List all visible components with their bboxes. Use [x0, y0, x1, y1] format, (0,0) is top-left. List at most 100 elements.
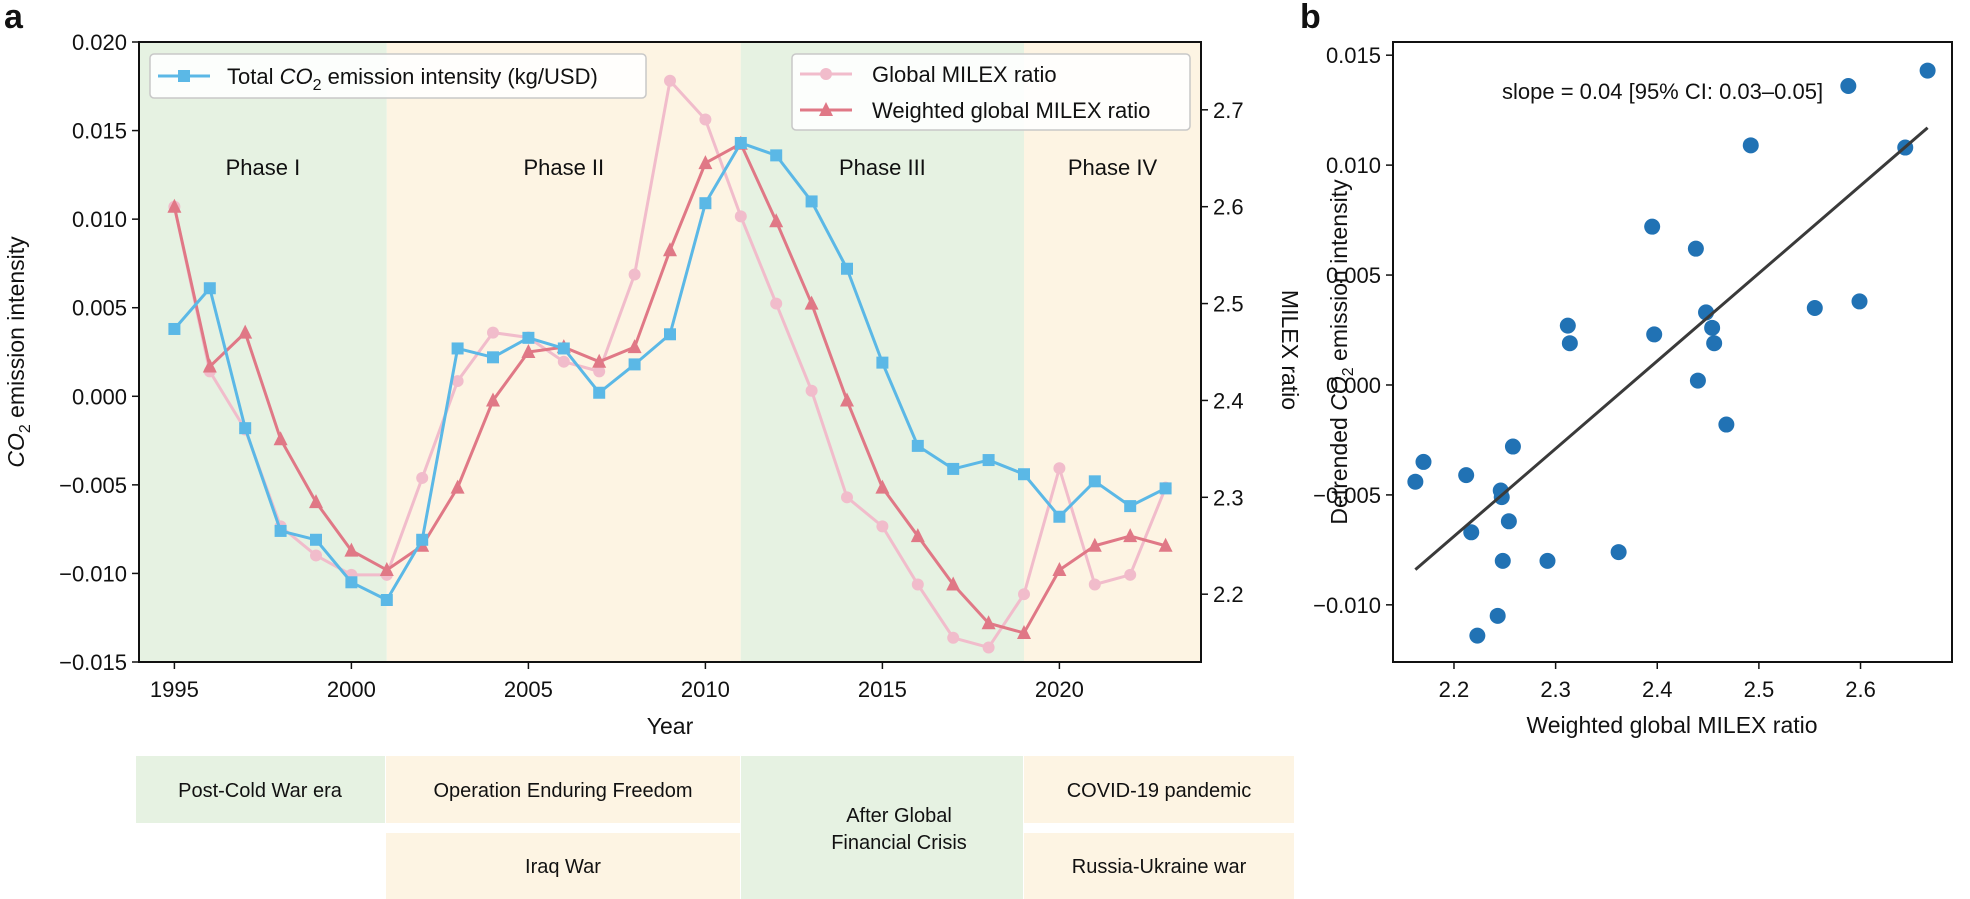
left-tick-label: 0.015 — [72, 119, 127, 144]
weighted-milex-series-point — [202, 358, 217, 373]
right-tick-label: 2.4 — [1213, 388, 1244, 413]
weighted-milex-series-point — [273, 431, 288, 446]
panel-b-y-axis-label: Detrended CO2 emission intensity — [1326, 179, 1357, 525]
right-tick-label: 2.5 — [1213, 292, 1244, 317]
panel-a-x-ticks: 1995 2000 2005 2010 2015 2020 — [150, 662, 1084, 702]
legend-weighted-label: Weighted global MILEX ratio — [872, 98, 1150, 123]
weighted-milex-series-point — [486, 392, 500, 407]
scatter-point — [1851, 293, 1868, 310]
b-y-tick-label: −0.005 — [1313, 483, 1381, 508]
weighted-milex-series-point — [769, 213, 784, 228]
scatter-points — [1407, 62, 1936, 644]
x-tick-label: 2015 — [858, 677, 907, 702]
co2-series-point — [1088, 475, 1101, 488]
panel-a-right-ticks: 2.7 2.6 2.5 2.4 2.3 2.2 — [1201, 98, 1244, 607]
b-x-tick-label: 2.2 — [1439, 677, 1470, 702]
scatter-point — [1500, 513, 1517, 530]
left-tick-label: 0.010 — [72, 207, 127, 232]
right-tick-label: 2.7 — [1213, 98, 1244, 123]
panel-b-x-axis-label: Weighted global MILEX ratio — [1526, 712, 1817, 738]
x-tick-label: 2020 — [1035, 677, 1084, 702]
phase-label-2: Phase II — [523, 155, 604, 180]
scatter-point — [1610, 544, 1627, 561]
weighted-milex-series-point — [309, 494, 323, 509]
weighted-milex-series-point — [592, 353, 607, 368]
co2-series-point — [876, 356, 889, 369]
milex-series-point — [982, 641, 995, 654]
x-tick-label: 2010 — [681, 677, 730, 702]
b-x-tick-label: 2.3 — [1540, 677, 1571, 702]
panel-a-chart: 1995 2000 2005 2010 2015 2020 0.020 0.015 0.010… — [3, 30, 1303, 739]
co2-series-point — [380, 594, 393, 606]
milex-series-point — [310, 549, 322, 562]
co2-series-point — [664, 328, 676, 341]
milex-series-point — [805, 384, 818, 397]
panel-a-series — [167, 74, 1173, 654]
panel-a-label: a — [4, 0, 24, 36]
panel-b-x-ticks: 2.2 2.3 2.4 2.5 2.6 — [1439, 662, 1876, 702]
event-post-cold-war-box — [136, 756, 385, 823]
event-russia-ukraine-label: Russia-Ukraine war — [1072, 856, 1247, 878]
legend-co2-marker — [178, 70, 190, 82]
scatter-point — [1718, 416, 1735, 433]
panel-b-y-ticks: 0.015 0.010 0.005 0.000 −0.005 −0.010 — [1313, 43, 1393, 618]
panel-a-right-axis-label: MILEX ratio — [1277, 290, 1303, 410]
milex-series-point — [416, 471, 429, 484]
co2-series-point — [699, 197, 712, 210]
left-tick-label: 0.000 — [72, 384, 127, 409]
x-tick-label: 2000 — [327, 677, 376, 702]
phase-labels: Phase I Phase II Phase III Phase IV — [226, 155, 1158, 180]
co2-series-point — [593, 386, 606, 399]
panel-a-left-ticks: 0.020 0.015 0.010 0.005 0.000 −0.005 −0.010 −0.… — [59, 30, 139, 675]
event-financial-crisis-label-2: Financial Crisis — [831, 832, 967, 854]
co2-series-point — [239, 422, 252, 435]
b-y-tick-label: 0.010 — [1326, 153, 1381, 178]
scatter-point — [1919, 62, 1936, 79]
weighted-milex-series-point — [840, 392, 854, 407]
milex-series-point — [911, 578, 924, 591]
weighted-milex-series-point — [981, 615, 996, 630]
milex-series-point — [1124, 568, 1137, 581]
co2-series-point — [522, 331, 535, 344]
scatter-point — [1706, 335, 1723, 352]
slope-annotation: slope = 0.04 [95% CI: 0.03–0.05] — [1502, 79, 1823, 104]
left-tick-label: −0.005 — [59, 473, 127, 498]
left-tick-label: −0.010 — [59, 561, 127, 586]
co2-series-point — [947, 462, 960, 475]
phase-backgrounds — [139, 42, 1201, 662]
scatter-point — [1494, 552, 1511, 569]
legend-right-box — [791, 53, 1191, 131]
event-russia-ukraine-box — [1024, 833, 1294, 899]
scatter-point — [1469, 627, 1486, 644]
milex-series-point — [1053, 462, 1066, 475]
milex-series-point — [451, 375, 464, 388]
milex-series-point — [593, 365, 606, 378]
x-tick-label: 1995 — [150, 677, 199, 702]
weighted-milex-series-point — [344, 542, 359, 557]
weighted-milex-series-point — [1052, 561, 1067, 576]
weighted-milex-series-point — [1158, 537, 1173, 552]
scatter-point — [1742, 137, 1759, 154]
event-covid-box — [1024, 756, 1294, 823]
panel-b-frame — [1392, 41, 1953, 663]
weighted-milex-series-point — [946, 576, 961, 591]
b-x-tick-label: 2.5 — [1744, 677, 1775, 702]
legend-milex-label: Global MILEX ratio — [872, 62, 1057, 87]
left-tick-label: 0.005 — [72, 296, 127, 321]
co2-series-point — [628, 358, 641, 371]
weighted-milex-series-point — [450, 479, 465, 494]
milex-series-point — [664, 74, 676, 87]
b-y-tick-label: 0.015 — [1326, 43, 1381, 68]
co2-series-point — [841, 262, 853, 275]
phase-label-3: Phase III — [839, 155, 926, 180]
co2-series-point — [203, 282, 216, 295]
event-enduring-freedom-box — [386, 756, 740, 823]
legend-co2-label: Total CO2 emission intensity (kg/USD) — [227, 64, 598, 94]
right-tick-label: 2.6 — [1213, 195, 1244, 220]
scatter-point — [1489, 607, 1506, 624]
milex-series-point — [557, 355, 570, 368]
co2-series-point — [1018, 468, 1030, 481]
b-x-tick-label: 2.4 — [1642, 677, 1673, 702]
co2-series-point — [805, 195, 818, 208]
scatter-point — [1559, 317, 1576, 334]
